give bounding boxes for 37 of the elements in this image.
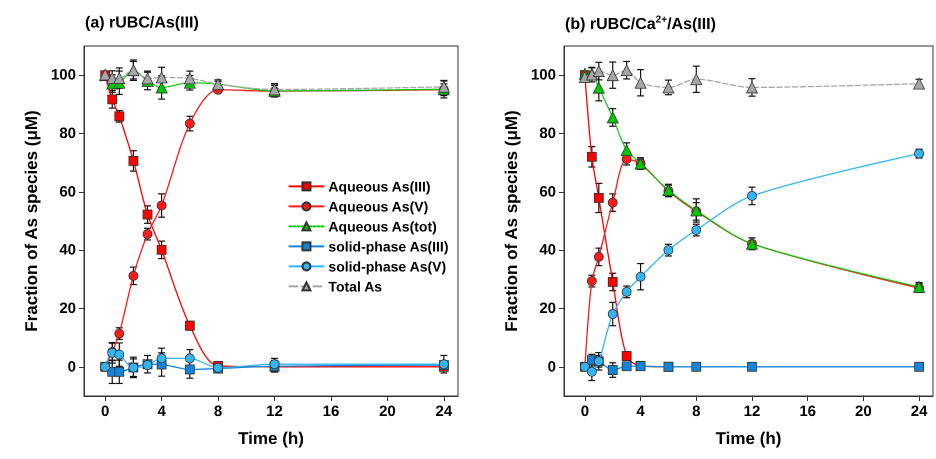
chart-title: (a) rUBC/As(III): [85, 14, 199, 32]
y-tick-label: 40: [539, 242, 556, 259]
y-tick-label: 80: [59, 125, 76, 142]
x-tick-label: 8: [214, 403, 222, 420]
x-tick-label: 20: [855, 403, 872, 420]
x-axis-title: Time (h): [716, 429, 782, 448]
x-tick-label: 0: [580, 403, 590, 420]
legend-label: solid-phase As(III): [328, 238, 448, 254]
x-tick-label: 12: [744, 403, 760, 420]
y-tick-label: 0: [548, 358, 556, 376]
y-tick-label: 60: [59, 183, 76, 200]
y-tick-label: 20: [539, 300, 556, 317]
x-tick-label: 24: [910, 403, 928, 420]
legend-label: Aqueous As(tot): [328, 218, 437, 234]
y-axis-title: Fraction of As species (μM): [502, 110, 522, 332]
x-tick-label: 4: [157, 403, 166, 420]
legend-label: solid-phase As(V): [328, 258, 446, 274]
x-tick-label: 16: [322, 403, 340, 420]
legend-label: Total As: [328, 278, 382, 294]
y-tick-label: 0: [68, 358, 76, 376]
x-tick-label: 24: [436, 403, 453, 420]
y-axis-title: Fraction of As species (μM): [22, 110, 42, 332]
y-tick-label: 60: [539, 183, 556, 200]
legend-label: Aqueous As(III): [328, 178, 431, 194]
y-tick-label: 100: [50, 66, 76, 84]
x-tick-label: 4: [636, 403, 646, 420]
y-tick-label: 100: [530, 66, 556, 84]
x-tick-label: 16: [799, 403, 816, 420]
x-tick-label: 0: [101, 403, 110, 420]
y-tick-label: 40: [59, 242, 76, 259]
x-tick-label: 8: [692, 403, 700, 420]
x-axis-title: Time (h): [238, 429, 304, 448]
x-tick-label: 20: [379, 403, 396, 420]
x-tick-label: 12: [266, 403, 283, 420]
legend-label: Aqueous As(V): [328, 198, 428, 214]
y-tick-label: 20: [59, 300, 76, 317]
y-tick-label: 80: [539, 125, 556, 142]
